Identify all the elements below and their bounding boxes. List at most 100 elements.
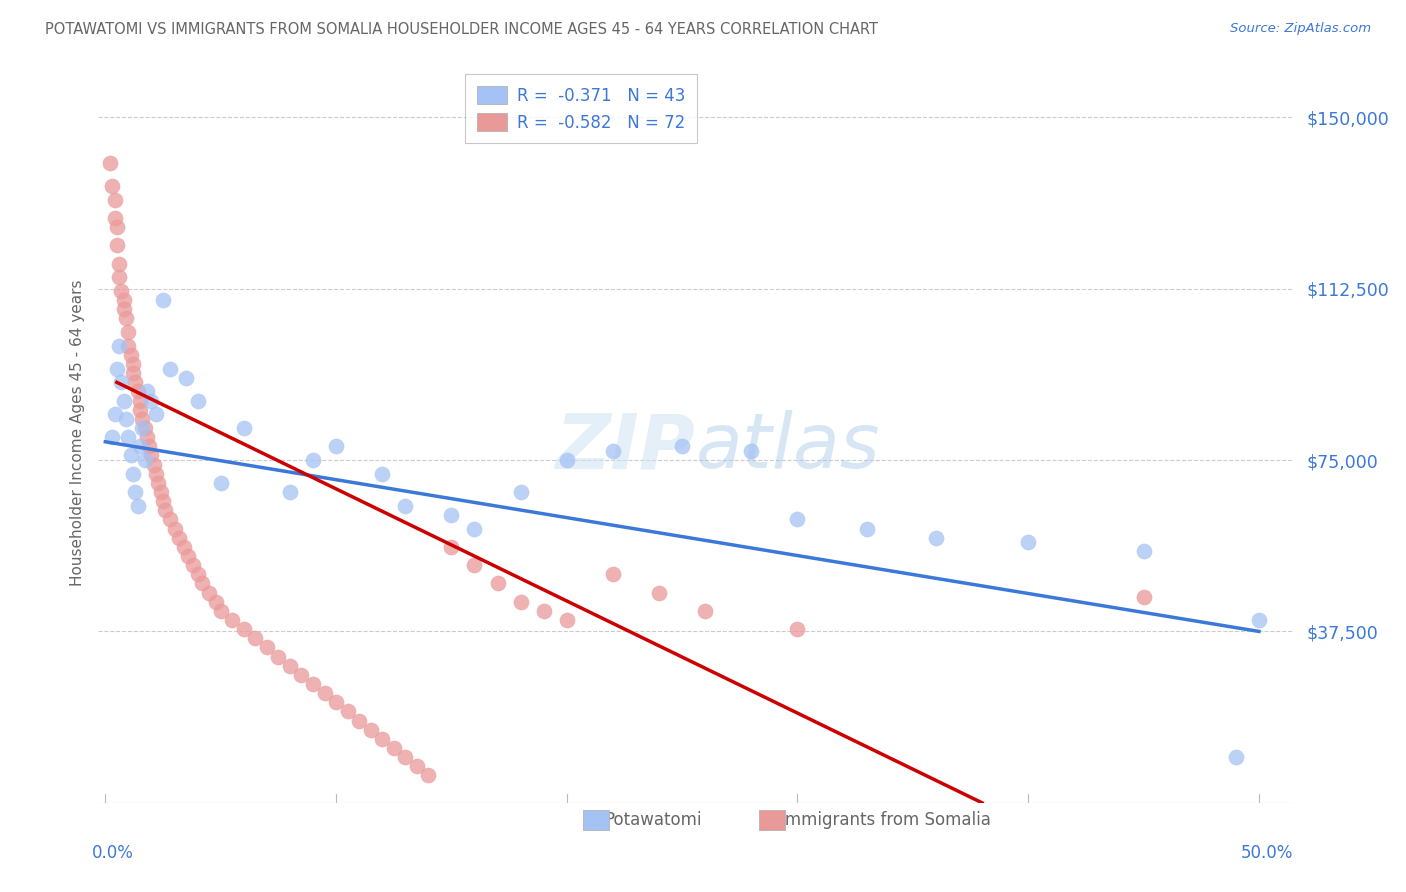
Point bbox=[463, 558, 485, 573]
Point bbox=[187, 567, 209, 582]
Point bbox=[120, 348, 142, 362]
Point bbox=[440, 508, 463, 522]
Point bbox=[122, 467, 145, 481]
Point bbox=[440, 540, 463, 554]
Point bbox=[302, 677, 325, 691]
Point bbox=[695, 604, 717, 618]
Text: 50.0%: 50.0% bbox=[1241, 844, 1294, 862]
Point bbox=[855, 522, 877, 536]
Point bbox=[602, 443, 624, 458]
Text: Potawatomi: Potawatomi bbox=[605, 811, 702, 829]
Point bbox=[152, 494, 174, 508]
Point bbox=[509, 595, 531, 609]
Point bbox=[145, 408, 167, 422]
Point bbox=[167, 531, 190, 545]
Point bbox=[101, 430, 124, 444]
Point bbox=[110, 284, 132, 298]
Point bbox=[245, 632, 267, 646]
Point bbox=[108, 270, 131, 285]
Point bbox=[925, 531, 948, 545]
Point bbox=[98, 156, 121, 170]
Point bbox=[205, 595, 228, 609]
Text: POTAWATOMI VS IMMIGRANTS FROM SOMALIA HOUSEHOLDER INCOME AGES 45 - 64 YEARS CORR: POTAWATOMI VS IMMIGRANTS FROM SOMALIA HO… bbox=[45, 22, 877, 37]
Point bbox=[1017, 535, 1039, 549]
Point bbox=[105, 361, 128, 376]
Point bbox=[115, 412, 138, 426]
Point bbox=[371, 467, 394, 481]
Point bbox=[141, 449, 163, 463]
Point bbox=[124, 376, 146, 390]
Point bbox=[174, 371, 197, 385]
Point bbox=[112, 302, 135, 317]
Point bbox=[671, 439, 693, 453]
Point bbox=[648, 585, 671, 599]
Point bbox=[159, 361, 181, 376]
Point bbox=[117, 325, 139, 339]
Point bbox=[120, 449, 142, 463]
Point bbox=[117, 430, 139, 444]
Point bbox=[509, 485, 531, 500]
Point bbox=[278, 485, 301, 500]
Point bbox=[209, 475, 232, 490]
Point bbox=[394, 499, 416, 513]
Point bbox=[173, 540, 195, 554]
Point bbox=[371, 731, 394, 746]
Point bbox=[124, 485, 146, 500]
Point bbox=[112, 393, 135, 408]
Point bbox=[256, 640, 278, 655]
Point bbox=[181, 558, 204, 573]
Point bbox=[103, 408, 125, 422]
Point bbox=[786, 512, 808, 526]
Point bbox=[101, 178, 124, 193]
Point bbox=[740, 443, 762, 458]
Point bbox=[191, 576, 214, 591]
Point bbox=[145, 467, 167, 481]
Point bbox=[533, 604, 555, 618]
Point bbox=[555, 613, 578, 627]
Point bbox=[131, 412, 153, 426]
Point bbox=[325, 695, 347, 709]
Point bbox=[152, 293, 174, 307]
Point bbox=[314, 686, 336, 700]
Text: 0.0%: 0.0% bbox=[91, 844, 134, 862]
Point bbox=[135, 384, 157, 399]
Point bbox=[187, 393, 209, 408]
Point bbox=[112, 293, 135, 307]
Point bbox=[122, 366, 145, 380]
Point bbox=[129, 439, 152, 453]
Point bbox=[148, 475, 170, 490]
Point bbox=[1132, 590, 1154, 604]
Point bbox=[232, 622, 254, 636]
Point bbox=[155, 503, 177, 517]
Point bbox=[232, 421, 254, 435]
Point bbox=[209, 604, 232, 618]
Point bbox=[360, 723, 382, 737]
Point bbox=[221, 613, 243, 627]
Point bbox=[110, 376, 132, 390]
Text: Source: ZipAtlas.com: Source: ZipAtlas.com bbox=[1230, 22, 1371, 36]
Point bbox=[127, 384, 149, 399]
Point bbox=[103, 211, 125, 225]
Point bbox=[382, 741, 405, 756]
Point bbox=[134, 453, 156, 467]
Point bbox=[141, 393, 163, 408]
Point bbox=[463, 522, 485, 536]
Point bbox=[325, 439, 347, 453]
Point bbox=[1132, 544, 1154, 558]
Point bbox=[177, 549, 200, 563]
Point bbox=[142, 458, 165, 472]
Point bbox=[105, 238, 128, 252]
Point bbox=[163, 522, 186, 536]
Point bbox=[135, 430, 157, 444]
Point bbox=[486, 576, 509, 591]
Point bbox=[290, 668, 312, 682]
Point bbox=[108, 256, 131, 270]
Point bbox=[149, 485, 172, 500]
Point bbox=[103, 193, 125, 207]
Point bbox=[117, 339, 139, 353]
Point bbox=[302, 453, 325, 467]
Text: ZIP: ZIP bbox=[557, 410, 696, 484]
Point bbox=[138, 439, 160, 453]
Point bbox=[418, 768, 440, 782]
Text: Immigrants from Somalia: Immigrants from Somalia bbox=[780, 811, 991, 829]
